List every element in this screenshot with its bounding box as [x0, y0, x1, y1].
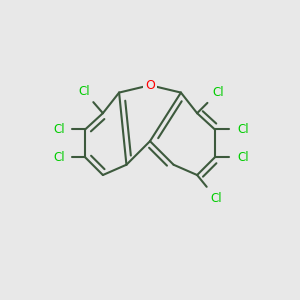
Text: O: O [145, 79, 155, 92]
Text: Cl: Cl [78, 85, 90, 98]
Text: Cl: Cl [212, 86, 224, 99]
Text: Cl: Cl [210, 192, 222, 205]
Text: Cl: Cl [53, 123, 64, 136]
Text: Cl: Cl [53, 151, 64, 164]
Text: Cl: Cl [237, 151, 249, 164]
Text: Cl: Cl [237, 123, 249, 136]
